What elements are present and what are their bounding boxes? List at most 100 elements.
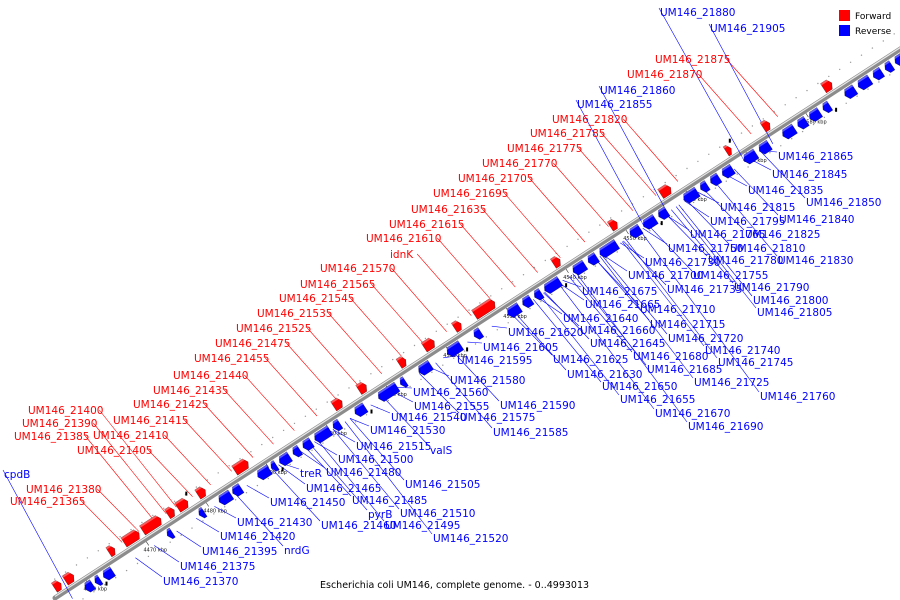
- reverse-gene-label: UM146_21710: [640, 304, 715, 316]
- reverse-gene: [444, 340, 464, 358]
- legend-reverse-swatch: [839, 25, 850, 36]
- forward-leader-line: [265, 357, 318, 417]
- feature-marker: [185, 491, 188, 496]
- reverse-gene-label: UM146_21460: [321, 520, 396, 532]
- reverse-gene-label: UM146_21645: [590, 338, 665, 350]
- forward-gene-label: UM146_21565: [300, 279, 375, 291]
- position-dot: [93, 591, 95, 593]
- reverse-leader-line: [733, 168, 779, 216]
- position-dot: [725, 180, 727, 182]
- position-dot: [234, 499, 237, 501]
- position-dot: [228, 465, 230, 467]
- reverse-leader-line: [234, 492, 284, 547]
- position-dot: [893, 33, 895, 35]
- reverse-leader-line: [595, 258, 650, 321]
- reverse-leader-line: [513, 311, 567, 371]
- position-dot: [409, 385, 411, 388]
- reverse-gene: [216, 489, 235, 506]
- forward-gene: [657, 182, 672, 199]
- position-dot: [588, 231, 590, 233]
- position-dot: [882, 40, 884, 42]
- reverse-leader-line: [714, 181, 778, 257]
- forward-gene-label: UM146_21440: [173, 370, 248, 382]
- forward-gene: [395, 354, 407, 369]
- forward-gene: [139, 513, 162, 536]
- position-dot: [823, 116, 826, 119]
- reverse-leader-line: [467, 341, 483, 344]
- reverse-leader-line: [684, 200, 710, 218]
- position-dot: [675, 174, 677, 177]
- reverse-gene: [779, 123, 798, 140]
- reverse-leader-line: [299, 450, 326, 469]
- position-dot: [871, 47, 874, 49]
- reverse-gene-label: UM146_21790: [734, 282, 809, 294]
- reverse-gene-label: UM146_21810: [730, 243, 805, 255]
- reverse-leader-line: [599, 255, 694, 379]
- feature-marker: [565, 283, 568, 288]
- reverse-gene-label: UM146_21650: [602, 381, 677, 393]
- reverse-leader-line: [678, 204, 753, 297]
- reverse-leader-line: [397, 387, 413, 389]
- reverse-gene-label: UM146_21640: [563, 313, 638, 325]
- forward-gene-label: UM146_21365: [10, 496, 85, 508]
- position-dot: [136, 562, 139, 565]
- reverse-gene: [855, 74, 874, 91]
- forward-gene-label: UM146_21405: [77, 445, 152, 457]
- reverse-leader-line: [314, 441, 338, 456]
- forward-leader-line: [416, 253, 472, 316]
- position-dot: [75, 564, 78, 566]
- position-dot: [697, 160, 699, 163]
- forward-leader-line: [93, 422, 167, 514]
- position-dot: [736, 173, 738, 175]
- reverse-leader-line: [435, 362, 493, 429]
- reverse-gene-label: UM146_21605: [483, 342, 558, 354]
- reverse-leader-line: [344, 421, 433, 535]
- reverse-leader-line: [575, 271, 688, 423]
- reverse-leader-line: [621, 241, 705, 347]
- reverse-gene: [352, 402, 369, 417]
- position-dot: [544, 259, 546, 262]
- reverse-gene-label: UM146_21505: [405, 479, 480, 491]
- position-dot: [365, 414, 368, 416]
- reverse-leader-line: [316, 439, 385, 522]
- reverse-leader-line: [154, 545, 180, 563]
- reverse-gene-label: UM146_21720: [668, 333, 743, 345]
- reverse-gene: [794, 116, 810, 130]
- reverse-gene-label: UM146_21420: [220, 531, 295, 543]
- forward-leader-line: [164, 434, 211, 486]
- reverse-gene: [330, 418, 344, 432]
- reverse-gene-label: UM146_21865: [778, 151, 853, 163]
- position-dot: [315, 408, 317, 410]
- reverse-leader-line: [332, 429, 356, 443]
- position-dot: [195, 486, 198, 488]
- position-dot: [392, 358, 394, 361]
- reverse-gene-label: UM146_21690: [688, 421, 763, 433]
- kbp-tick: [265, 463, 269, 468]
- forward-leader-line: [350, 297, 405, 360]
- position-dot: [130, 528, 132, 531]
- reverse-gene: [471, 327, 485, 340]
- reverse-gene-label: UM146_21630: [567, 369, 642, 381]
- forward-gene-label: UM146_21785: [530, 128, 605, 140]
- forward-leader-line: [578, 147, 634, 211]
- position-dot: [762, 118, 764, 120]
- reverse-gene-label: UM146_21745: [718, 357, 793, 369]
- position-dot: [202, 520, 204, 522]
- reverse-gene-label: UM146_21760: [760, 391, 835, 403]
- position-dot: [784, 104, 786, 106]
- reverse-leader-line: [572, 273, 647, 366]
- reverse-leader-line: [349, 418, 405, 481]
- reverse-leader-line: [558, 282, 585, 301]
- reverse-gene: [882, 60, 896, 73]
- forward-gene-label: UM146_21380: [26, 484, 101, 496]
- reverse-gene-label: UM146_21815: [720, 202, 795, 214]
- position-dot: [300, 456, 302, 458]
- reverse-gene-label: UM146_21480: [326, 467, 401, 479]
- reverse-gene-label: UM146_21520: [433, 533, 508, 545]
- position-dot: [795, 97, 797, 99]
- reverse-leader-line: [620, 242, 645, 259]
- reverse-leader-line: [625, 239, 718, 359]
- position-dot: [780, 145, 782, 147]
- forward-leader-line: [504, 192, 561, 258]
- position-dot: [64, 571, 67, 573]
